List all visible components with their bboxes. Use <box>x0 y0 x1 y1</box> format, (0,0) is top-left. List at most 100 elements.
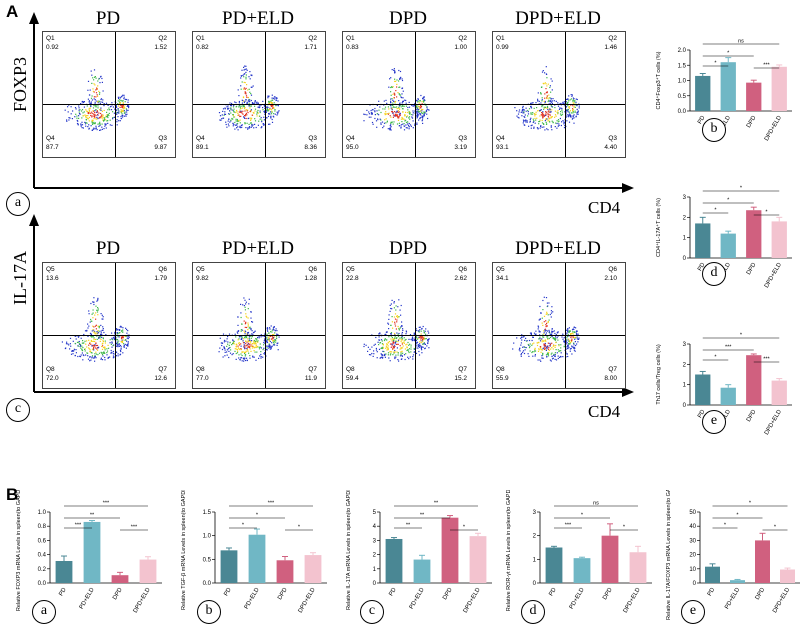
x-tick-label: PD+ELD <box>409 586 426 610</box>
y-tick-label: 40 <box>689 524 696 530</box>
y-axis-label: CD4⁺IL-17A⁺T cells (%) <box>655 198 662 257</box>
quadrant-label: Q1 <box>196 35 205 42</box>
sig-label: *** <box>725 345 732 351</box>
bar <box>746 82 762 111</box>
y-tick-label: 3 <box>533 510 537 516</box>
quadrant-label: Q3 <box>458 135 467 142</box>
bar <box>220 550 238 583</box>
x-tick-label: DPD <box>277 586 289 601</box>
quadrant-value: 11.9 <box>304 375 317 382</box>
x-tick-label: PD <box>548 586 558 597</box>
flow-panel-title: DPD <box>388 238 427 259</box>
bar-chart-A-e: Th17 cells/Treg cells (%)0123PDPD+ELDDPD… <box>656 333 792 436</box>
y-tick-label: 3 <box>373 538 377 544</box>
sig-label: ns <box>593 501 599 507</box>
gate-horizontal-line <box>493 335 625 336</box>
quadrant-value: 1.52 <box>154 44 167 51</box>
y-tick-label: 2 <box>683 215 687 221</box>
quadrant-value: 72.0 <box>46 375 59 382</box>
x-tick-label: DPD <box>746 261 758 276</box>
y-axis-label: Relative FOXP3 mRNA Levels in spleen(to … <box>16 490 22 611</box>
x-tick-label: PD+ELD <box>244 586 261 610</box>
quadrant-value: 0.92 <box>46 44 59 51</box>
quadrant-label: Q1 <box>346 35 355 42</box>
y-tick-label: 1.5 <box>203 510 212 516</box>
x-tick-label: DPD <box>442 586 454 601</box>
bar <box>695 374 711 405</box>
sub-panel-circle-A-b: b <box>702 118 726 142</box>
flow-plot: Q1 0.99 Q2 1.46 Q4 93.1 Q3 4.40 <box>492 31 626 158</box>
sig-label: * <box>736 513 739 519</box>
quadrant-value: 9.82 <box>196 275 209 282</box>
quadrant-label: Q7 <box>308 366 317 373</box>
x-tick-label: DPD+ELD <box>764 261 783 289</box>
quadrant-value: 87.7 <box>46 144 59 151</box>
bar <box>771 380 787 405</box>
gate-horizontal-line <box>193 335 325 336</box>
bar-chart-B-a: Relative FOXP3 mRNA Levels in spleen(to … <box>16 490 162 614</box>
quadrant-label: Q7 <box>608 366 617 373</box>
y-tick-label: 1 <box>373 567 377 573</box>
quadrant-value: 34.1 <box>496 275 509 282</box>
quadrant-label: Q5 <box>196 266 205 273</box>
quadrant-value: 1.79 <box>154 275 167 282</box>
bar <box>304 555 322 583</box>
quadrant-value: 2.10 <box>604 275 617 282</box>
quadrant-value: 0.99 <box>496 44 509 51</box>
bar-chart-A-b: CD4⁺Foxp3⁺T cells (%)0.00.51.01.52.0PDPD… <box>655 39 792 142</box>
quadrant-value: 1.28 <box>304 275 317 282</box>
y-tick-label: 0.0 <box>678 109 687 115</box>
sig-label: * <box>298 525 301 531</box>
y-tick-label: 2 <box>683 362 687 368</box>
bar <box>573 558 591 583</box>
gate-vertical-line <box>115 32 116 157</box>
quadrant-value: 4.40 <box>604 144 617 151</box>
gate-horizontal-line <box>493 104 625 105</box>
gate-horizontal-line <box>193 104 325 105</box>
sig-label: * <box>727 51 730 57</box>
x-tick-label: PD+ELD <box>724 586 741 610</box>
x-tick-label: PD <box>707 586 717 597</box>
quadrant-label: Q3 <box>158 135 167 142</box>
y-tick-label: 2.0 <box>678 48 687 54</box>
sub-panel-c-circle: c <box>6 398 30 422</box>
sig-label: ** <box>90 513 95 519</box>
gate-vertical-line <box>415 263 416 388</box>
sig-label: *** <box>103 501 110 507</box>
quadrant-label: Q1 <box>46 35 55 42</box>
bar <box>755 540 770 583</box>
bar <box>413 559 431 583</box>
gate-horizontal-line <box>43 335 175 336</box>
sig-label: * <box>765 210 768 216</box>
sig-label: *** <box>131 525 138 531</box>
gate-vertical-line <box>565 32 566 157</box>
flow-panel-title: PD+ELD <box>222 238 294 259</box>
sig-label: * <box>740 186 743 192</box>
flow-plot: Q5 9.82 Q6 1.28 Q8 77.0 Q7 11.9 <box>192 262 326 389</box>
gate-horizontal-line <box>343 104 475 105</box>
cd4-label-row2: CD4 <box>588 402 621 421</box>
quadrant-label: Q3 <box>608 135 617 142</box>
sub-panel-circle-A-e: e <box>702 410 726 434</box>
flow-panel-title: PD+ELD <box>222 8 294 29</box>
y-tick-label: 0 <box>683 403 687 409</box>
quadrant-label: Q2 <box>158 35 167 42</box>
x-tick-label: DPD+ELD <box>764 114 783 142</box>
quadrant-label: Q8 <box>346 366 355 373</box>
x-tick-label: PD <box>58 586 68 597</box>
quadrant-value: 93.1 <box>496 144 509 151</box>
quadrant-label: Q6 <box>308 266 317 273</box>
bar <box>385 538 403 583</box>
bar-chart-B-c: Relative IL-17A mRNA Levels in spleen(to… <box>346 490 492 614</box>
panel-b-label: B <box>6 485 19 504</box>
density-scatter <box>363 299 430 362</box>
quadrant-value: 1.71 <box>304 44 317 51</box>
bar <box>720 62 736 111</box>
y-tick-label: 0.5 <box>203 557 212 563</box>
density-scatter <box>512 296 580 362</box>
bar <box>746 210 762 258</box>
gate-vertical-line <box>415 32 416 157</box>
x-tick-label: DPD <box>602 586 614 601</box>
flow-panel-title: PD <box>95 238 121 259</box>
bar <box>111 575 129 583</box>
